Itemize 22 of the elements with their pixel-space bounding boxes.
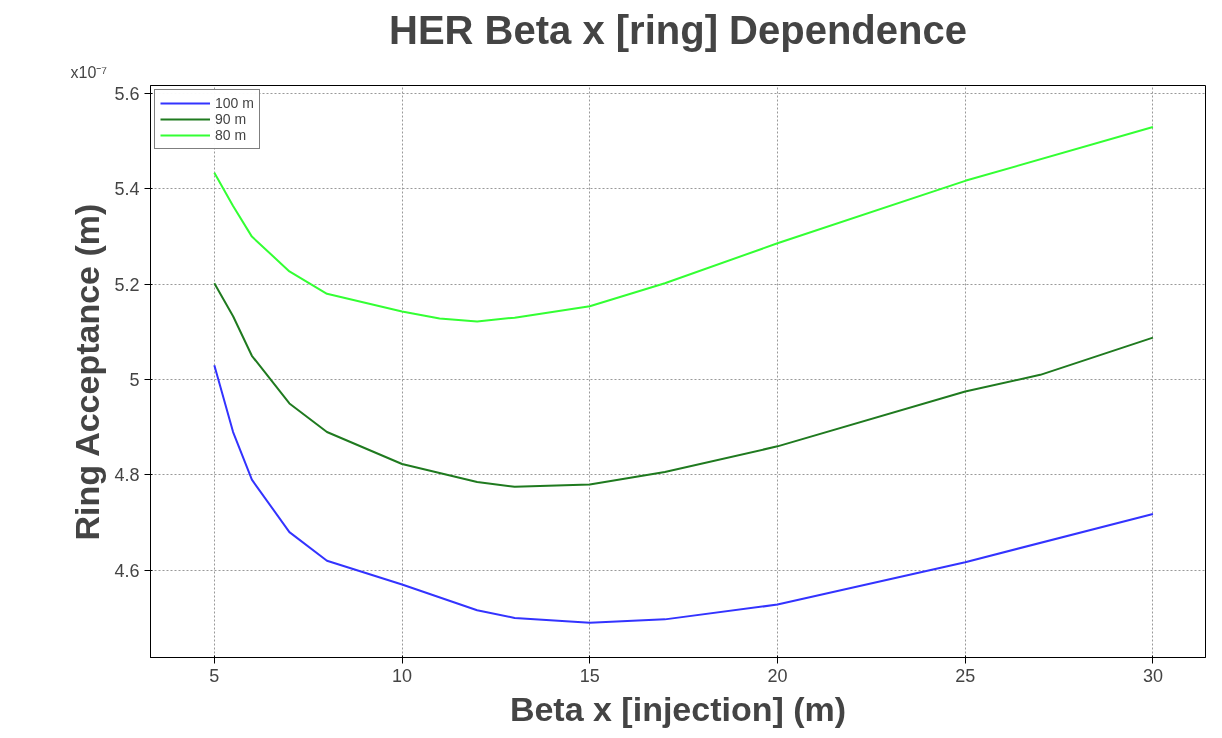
y-tick-label: 5.2 — [114, 274, 140, 295]
y-tick-label: 5.6 — [114, 84, 140, 105]
line-series — [213, 125, 1154, 323]
x-tick-label: 20 — [767, 665, 788, 686]
line-series — [213, 364, 1154, 624]
x-tick-label: 5 — [209, 665, 220, 686]
x-tick-label: 25 — [955, 665, 976, 686]
line-series — [213, 282, 1154, 488]
y-axis-title: Ring Acceptance (m) — [68, 203, 107, 541]
x-tick-label: 15 — [579, 665, 600, 686]
x-tick-label: 30 — [1142, 665, 1163, 686]
chart-title: HER Beta x [ring] Dependence — [389, 7, 967, 52]
y-tick-label: 4.8 — [114, 465, 140, 486]
y-tick-label: 4.6 — [114, 560, 140, 581]
text: x10⁻⁷ — [70, 63, 108, 81]
y-tick-label: 5.4 — [114, 179, 140, 200]
legend-label: 80 m — [215, 127, 247, 143]
x-axis-title: Beta x [injection] (m) — [509, 689, 847, 728]
legend-label: 100 m — [215, 95, 254, 111]
legend-label: 90 m — [215, 111, 247, 127]
x-tick-label: 10 — [392, 665, 413, 686]
y-tick-label: 5 — [129, 370, 140, 391]
